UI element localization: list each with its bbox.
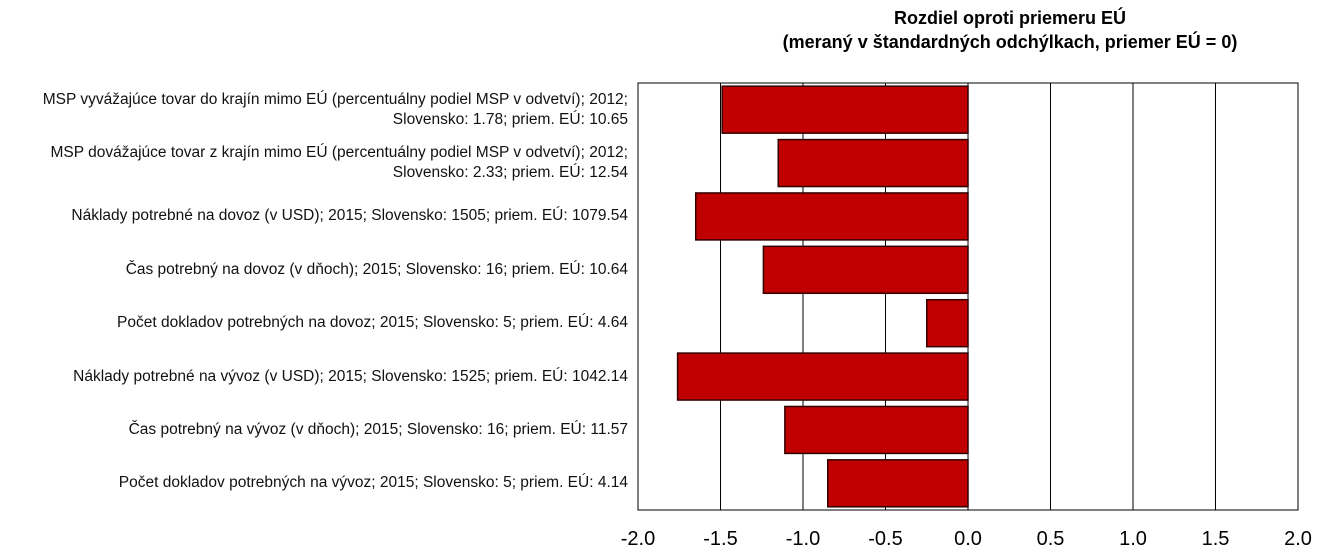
bar xyxy=(695,192,969,241)
bar xyxy=(762,245,969,295)
bar xyxy=(777,138,969,188)
category-text: Čas potrebný na dovoz (v dňoch); 2015; S… xyxy=(125,260,628,278)
bar xyxy=(784,405,969,455)
x-tick-label: 2.0 xyxy=(1284,528,1312,550)
category-text: MSP dovážajúce tovar z krajín mimo EÚ (p… xyxy=(50,144,628,182)
bar xyxy=(721,85,969,134)
y-tick-label: MSP vyvážajúce tovar do krajín mimo EÚ (… xyxy=(0,83,628,136)
y-tick-label: Počet dokladov potrebných na dovoz; 2015… xyxy=(0,297,628,350)
bar xyxy=(676,352,969,401)
x-tick-label: 0.0 xyxy=(954,528,982,550)
y-tick-label: Počet dokladov potrebných na vývoz; 2015… xyxy=(0,457,628,510)
category-text: MSP vyvážajúce tovar do krajín mimo EÚ (… xyxy=(42,90,628,128)
y-tick-label: MSP dovážajúce tovar z krajín mimo EÚ (p… xyxy=(0,136,628,189)
x-tick-label: -2.0 xyxy=(621,528,655,550)
x-tick-label: -0.5 xyxy=(868,528,902,550)
y-tick-label: Náklady potrebné na dovoz (v USD); 2015;… xyxy=(0,190,628,243)
chart-title: Rozdiel oproti priemeru EÚ xyxy=(894,7,1126,28)
category-text: Náklady potrebné na vývoz (v USD); 2015;… xyxy=(73,367,628,385)
category-text: Počet dokladov potrebných na vývoz; 2015… xyxy=(118,474,628,492)
x-tick-label: -1.5 xyxy=(703,528,737,550)
x-tick-label: -1.0 xyxy=(786,528,820,550)
y-tick-label: Čas potrebný na dovoz (v dňoch); 2015; S… xyxy=(0,243,628,296)
bar xyxy=(827,459,969,508)
y-tick-label: Čas potrebný na vývoz (v dňoch); 2015; S… xyxy=(0,403,628,456)
category-text: Počet dokladov potrebných na dovoz; 2015… xyxy=(117,314,628,332)
bar xyxy=(926,298,969,348)
chart-subtitle: (meraný v štandardných odchýlkach, priem… xyxy=(783,31,1238,52)
x-tick-label: 1.0 xyxy=(1119,528,1147,550)
y-tick-label: Náklady potrebné na vývoz (v USD); 2015;… xyxy=(0,350,628,403)
category-text: Čas potrebný na vývoz (v dňoch); 2015; S… xyxy=(128,420,628,438)
x-tick-label: 1.5 xyxy=(1202,528,1230,550)
category-text: Náklady potrebné na dovoz (v USD); 2015;… xyxy=(71,207,628,225)
x-tick-label: 0.5 xyxy=(1037,528,1065,550)
